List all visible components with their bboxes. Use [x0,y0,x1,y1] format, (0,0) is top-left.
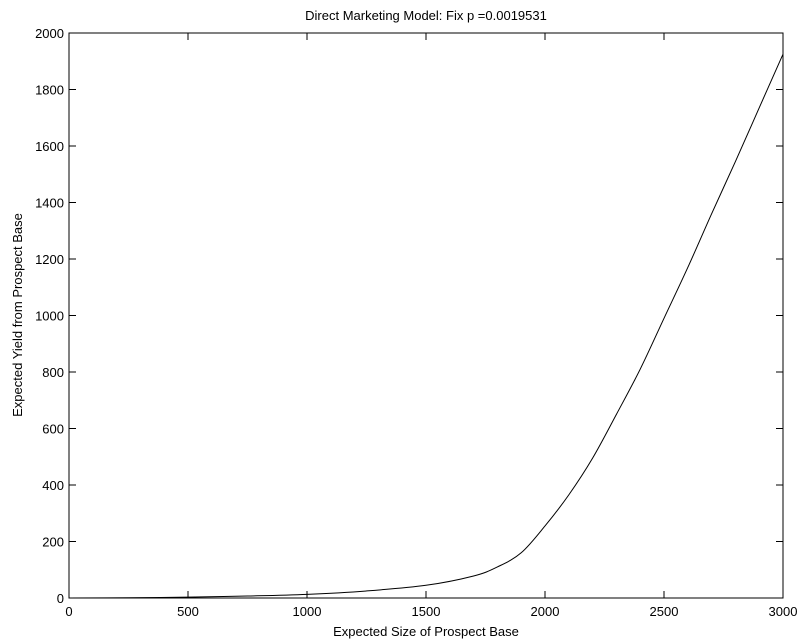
y-tick-label-4: 800 [42,365,64,380]
y-tick-label-8: 1600 [35,139,64,154]
x-tick-label-4: 2000 [531,604,560,619]
x-tick-label-1: 500 [177,604,199,619]
x-axis-title: Expected Size of Prospect Base [333,624,519,639]
y-tick-label-6: 1200 [35,252,64,267]
x-tick-label-2: 1000 [293,604,322,619]
x-tick-label-6: 3000 [769,604,798,619]
x-tick-label-5: 2500 [650,604,679,619]
data-series [68,53,784,599]
y-tick-label-3: 600 [42,422,64,437]
y-tick-label-10: 2000 [35,26,64,41]
y-axis-ticks [69,32,783,599]
y-axis-tick-labels: 0 200 400 600 800 1000 1200 1400 1600 1800 2000 [35,26,64,606]
series-line-0 [68,53,784,599]
y-tick-label-1: 200 [42,535,64,550]
y-tick-label-0: 0 [57,591,64,606]
x-axis-ticks [68,33,784,598]
plot-area-frame [68,32,784,599]
y-tick-label-5: 1000 [35,309,64,324]
x-tick-label-0: 0 [65,604,72,619]
y-tick-label-2: 400 [42,478,64,493]
x-tick-label-3: 1500 [412,604,441,619]
chart-title: Direct Marketing Model: Fix p =0.0019531 [305,8,547,23]
y-tick-label-7: 1400 [35,196,64,211]
y-tick-label-9: 1800 [35,83,64,98]
axes: 0 500 1000 1500 2000 2500 3000 0 200 400 600 800 10… [35,26,797,619]
x-axis-tick-labels: 0 500 1000 1500 2000 2500 3000 [65,604,797,619]
y-axis-title: Expected Yield from Prospect Base [10,213,25,417]
